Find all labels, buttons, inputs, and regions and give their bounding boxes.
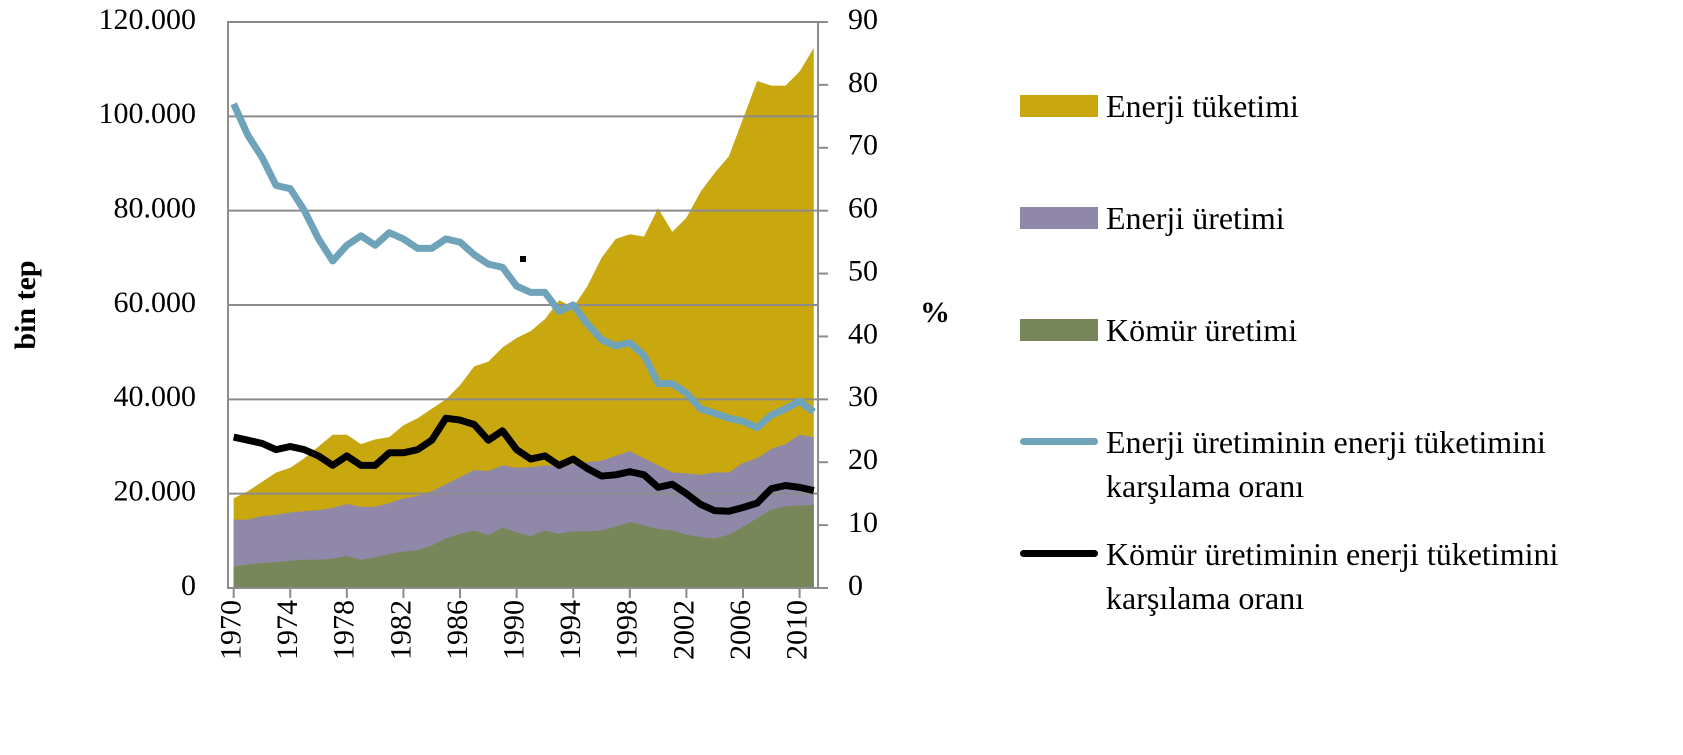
line bbox=[230, 102, 816, 432]
legend-label: Enerji üretimi bbox=[1106, 200, 1285, 236]
y-tick-label: 40.000 bbox=[114, 380, 197, 413]
y2-tick-label: 70 bbox=[848, 129, 878, 162]
y-tick-label: 0 bbox=[181, 569, 196, 602]
x-tick-label: 1994 bbox=[554, 600, 587, 660]
y2-tick-label: 10 bbox=[848, 506, 878, 539]
y2-tick-label: 40 bbox=[848, 317, 878, 350]
lines bbox=[230, 102, 816, 515]
legend-swatch bbox=[1020, 550, 1098, 557]
x-tick-label: 1998 bbox=[611, 600, 644, 660]
legend-swatch bbox=[1020, 319, 1098, 341]
x-tick-label: 2006 bbox=[724, 600, 757, 660]
y2-tick-label: 30 bbox=[848, 380, 878, 413]
plot-area bbox=[233, 47, 814, 589]
y2-tick-label: 0 bbox=[848, 569, 863, 602]
legend-swatch bbox=[1020, 207, 1098, 229]
legend-label: Enerji tüketimi bbox=[1106, 88, 1299, 124]
line bbox=[232, 414, 815, 515]
y-axis-title: bin tep bbox=[9, 260, 42, 349]
x-tick-label: 1986 bbox=[441, 600, 474, 660]
y-tick-label: 20.000 bbox=[114, 475, 197, 508]
y2-tick-label: 80 bbox=[848, 66, 878, 99]
y-tick-label: 120.000 bbox=[99, 3, 197, 36]
stray-dot bbox=[520, 256, 526, 262]
legend-swatch bbox=[1020, 95, 1098, 117]
y2-tick-label: 60 bbox=[848, 192, 878, 225]
y-tick-label: 60.000 bbox=[114, 286, 197, 319]
legend-item: Enerji tüketimi bbox=[1020, 84, 1576, 128]
area bbox=[233, 504, 814, 588]
x-tick-label: 1978 bbox=[328, 600, 361, 660]
y2-tick-label: 50 bbox=[848, 254, 878, 287]
legend-item: Enerji üretiminin enerji tüketimini karş… bbox=[1020, 420, 1576, 508]
x-tick-label: 1974 bbox=[271, 600, 304, 660]
legend-swatch bbox=[1020, 438, 1098, 445]
legend-item: Enerji üretimi bbox=[1020, 196, 1576, 240]
area bbox=[233, 47, 814, 589]
x-tick-label: 1990 bbox=[498, 600, 531, 660]
legend-label: Kömür üretiminin enerji tüketimini karşı… bbox=[1106, 536, 1559, 616]
y2-tick-label: 90 bbox=[848, 3, 878, 36]
legend-item: Kömür üretiminin enerji tüketimini karşı… bbox=[1020, 532, 1576, 620]
y2-tick-label: 20 bbox=[848, 443, 878, 476]
plot-border bbox=[227, 21, 819, 589]
y-tick-label: 80.000 bbox=[114, 192, 197, 225]
y-tick-label: 100.000 bbox=[99, 97, 197, 130]
x-tick-label: 1970 bbox=[215, 600, 248, 660]
x-tick-label: 2010 bbox=[780, 600, 813, 660]
x-tick-label: 2002 bbox=[667, 600, 700, 660]
x-tick-label: 1982 bbox=[384, 600, 417, 660]
y2-axis-title: % bbox=[920, 296, 950, 329]
legend-item: Kömür üretimi bbox=[1020, 308, 1576, 352]
legend-label: Kömür üretimi bbox=[1106, 312, 1298, 348]
legend-label: Enerji üretiminin enerji tüketimini karş… bbox=[1106, 424, 1546, 504]
